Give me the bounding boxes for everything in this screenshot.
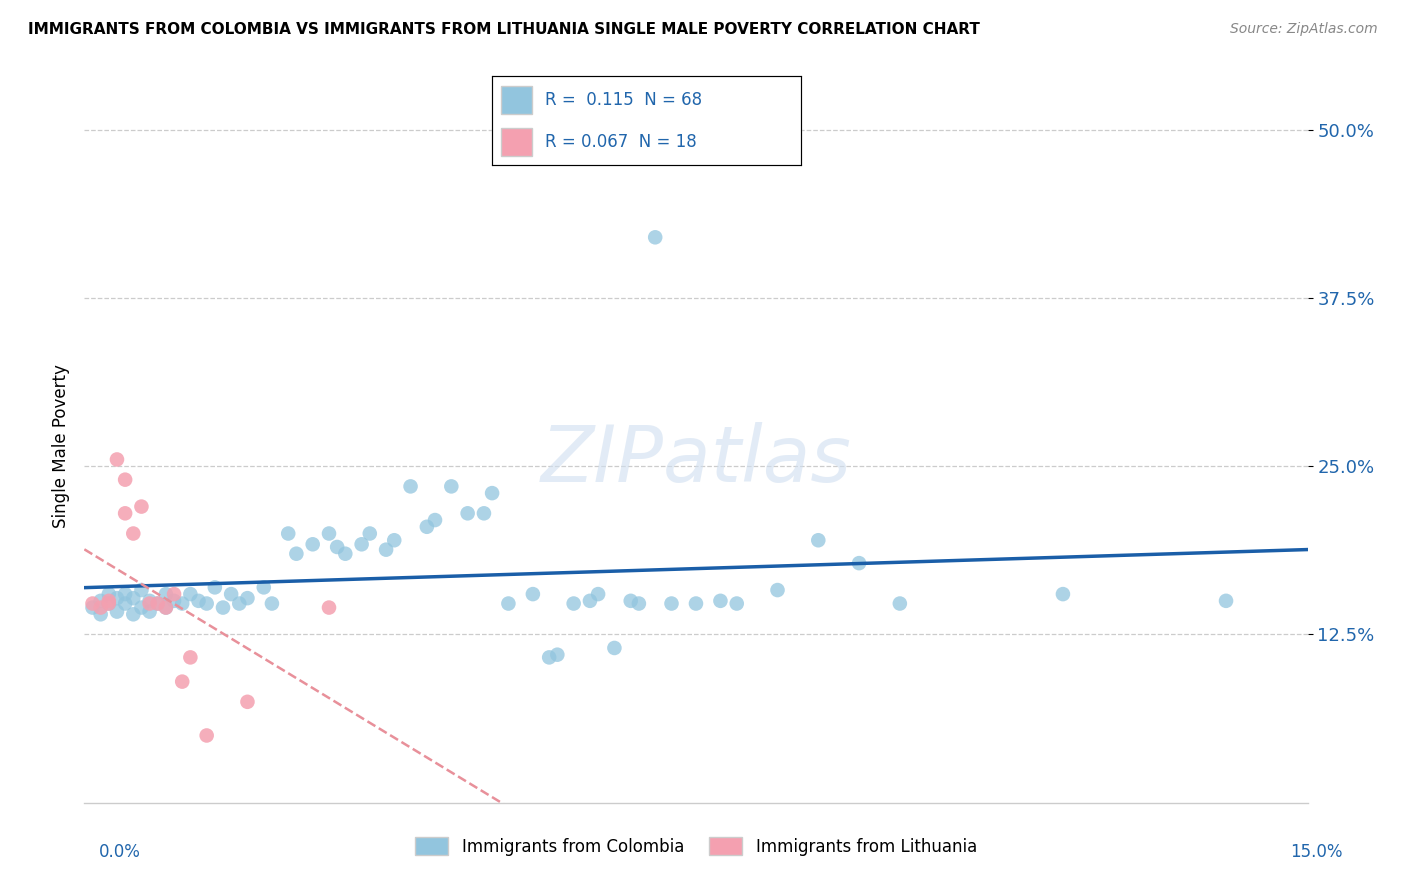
- Point: [416, 520, 439, 534]
- Point: [90, 607, 112, 622]
- Point: [277, 526, 299, 541]
- Point: [399, 479, 422, 493]
- Point: [423, 513, 446, 527]
- Point: [105, 605, 128, 619]
- Point: [146, 597, 169, 611]
- Point: [179, 587, 201, 601]
- Point: [131, 500, 153, 514]
- Point: [318, 526, 340, 541]
- Point: [163, 594, 186, 608]
- Point: [97, 597, 120, 611]
- Point: [546, 648, 568, 662]
- Point: [163, 587, 186, 601]
- Text: R = 0.067  N = 18: R = 0.067 N = 18: [544, 133, 696, 151]
- Point: [326, 540, 349, 554]
- Point: [146, 597, 169, 611]
- Point: [122, 607, 145, 622]
- Point: [204, 580, 226, 594]
- Point: [766, 583, 789, 598]
- Point: [90, 600, 112, 615]
- Point: [472, 506, 495, 520]
- Point: [644, 230, 666, 244]
- Point: [172, 674, 194, 689]
- Point: [562, 597, 585, 611]
- Point: [522, 587, 544, 601]
- Point: [195, 729, 218, 743]
- Point: [481, 486, 503, 500]
- Point: [97, 594, 120, 608]
- Point: [212, 600, 235, 615]
- Point: [114, 473, 136, 487]
- Point: [131, 583, 153, 598]
- Point: [382, 533, 405, 548]
- Point: [889, 597, 911, 611]
- Point: [236, 591, 259, 606]
- Point: [603, 640, 626, 655]
- Point: [97, 597, 120, 611]
- Point: [1052, 587, 1074, 601]
- Point: [228, 597, 250, 611]
- Point: [105, 452, 128, 467]
- Text: Source: ZipAtlas.com: Source: ZipAtlas.com: [1230, 22, 1378, 37]
- Point: [253, 580, 276, 594]
- Point: [187, 594, 209, 608]
- Point: [105, 591, 128, 606]
- Point: [138, 605, 160, 619]
- Point: [579, 594, 602, 608]
- Point: [350, 537, 373, 551]
- Text: ZIPatlas: ZIPatlas: [540, 422, 852, 499]
- Point: [155, 600, 177, 615]
- Point: [709, 594, 731, 608]
- Point: [114, 597, 136, 611]
- Point: [285, 547, 308, 561]
- Point: [359, 526, 381, 541]
- Point: [457, 506, 479, 520]
- Point: [685, 597, 707, 611]
- Point: [627, 597, 650, 611]
- Point: [538, 650, 561, 665]
- Point: [90, 594, 112, 608]
- Text: 15.0%: 15.0%: [1291, 843, 1343, 861]
- Point: [138, 594, 160, 608]
- Point: [440, 479, 463, 493]
- Point: [195, 597, 218, 611]
- Point: [82, 597, 104, 611]
- Point: [661, 597, 683, 611]
- Point: [122, 591, 145, 606]
- Point: [620, 594, 643, 608]
- Point: [97, 587, 120, 601]
- FancyBboxPatch shape: [502, 86, 533, 114]
- Point: [122, 526, 145, 541]
- Point: [586, 587, 609, 601]
- Point: [725, 597, 748, 611]
- Text: 0.0%: 0.0%: [98, 843, 141, 861]
- Y-axis label: Single Male Poverty: Single Male Poverty: [52, 364, 70, 528]
- Point: [375, 542, 398, 557]
- Point: [114, 587, 136, 601]
- Point: [318, 600, 340, 615]
- Point: [335, 547, 357, 561]
- Point: [155, 600, 177, 615]
- Point: [219, 587, 242, 601]
- Point: [236, 695, 259, 709]
- FancyBboxPatch shape: [502, 128, 533, 156]
- Point: [301, 537, 323, 551]
- Point: [155, 587, 177, 601]
- Point: [1215, 594, 1237, 608]
- Text: IMMIGRANTS FROM COLOMBIA VS IMMIGRANTS FROM LITHUANIA SINGLE MALE POVERTY CORREL: IMMIGRANTS FROM COLOMBIA VS IMMIGRANTS F…: [28, 22, 980, 37]
- Point: [172, 597, 194, 611]
- Point: [848, 556, 870, 570]
- Point: [807, 533, 830, 548]
- Point: [260, 597, 283, 611]
- Legend: Immigrants from Colombia, Immigrants from Lithuania: Immigrants from Colombia, Immigrants fro…: [408, 830, 984, 863]
- Text: R =  0.115  N = 68: R = 0.115 N = 68: [544, 91, 702, 109]
- Point: [498, 597, 520, 611]
- Point: [82, 600, 104, 615]
- Point: [114, 506, 136, 520]
- Point: [138, 597, 160, 611]
- Point: [131, 600, 153, 615]
- Point: [179, 650, 201, 665]
